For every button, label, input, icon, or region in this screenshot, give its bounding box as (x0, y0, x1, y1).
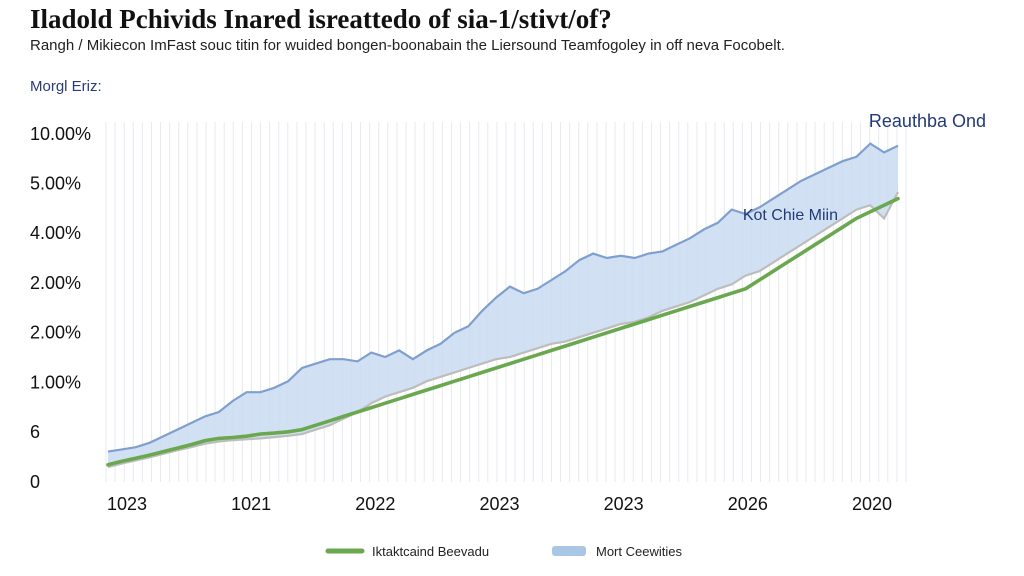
x-tick-label: 2022 (355, 494, 395, 514)
y-tick-label: 5.00% (30, 173, 81, 193)
x-tick-label: 2020 (852, 494, 892, 514)
chart-subtitle: Rangh / Mikiecon ImFast souc titin for w… (30, 37, 785, 54)
panel-label: Morgl Eriz: (30, 78, 102, 95)
series-lines (106, 142, 900, 469)
y-tick-label: 10.00% (30, 124, 91, 144)
legend-label: Mort Ceewities (596, 544, 682, 559)
series-line-upper (107, 142, 899, 453)
chart-title: Iladold Pchivids Inared isreattedo of si… (30, 4, 612, 34)
series-line-main (106, 196, 900, 467)
y-axis-ticks: 10.00% 5.00% 4.00% 2.00% 2.00% 1.00% 6 0 (30, 124, 91, 492)
y-tick-label: 4.00% (30, 223, 81, 243)
y-tick-label: 2.00% (30, 273, 81, 293)
y-tick-label: 2.00% (30, 323, 81, 343)
y-tick-label: 0 (30, 472, 40, 492)
legend-swatch-band (552, 546, 586, 556)
series-line-lower (107, 191, 899, 469)
x-tick-label: 2023 (479, 494, 519, 514)
x-tick-label: 1023 (107, 494, 147, 514)
x-tick-label: 2026 (728, 494, 768, 514)
area-fill (108, 143, 898, 467)
x-tick-label: 2023 (604, 494, 644, 514)
y-tick-label: 6 (30, 422, 40, 442)
legend: Iktaktcaind Beevadu Mort Ceewities (325, 544, 682, 559)
annotation-label: Kot Chie Miin (743, 207, 838, 224)
x-axis-ticks: 1023 1021 2022 2023 2023 2026 2020 (107, 494, 892, 514)
annotations: Reauthba Ond Kot Chie Miin (743, 111, 986, 224)
y-tick-label: 1.00% (30, 372, 81, 392)
legend-label: Iktaktcaind Beevadu (372, 544, 489, 559)
annotation-label: Reauthba Ond (869, 111, 986, 131)
x-tick-label: 1021 (231, 494, 271, 514)
area-band (108, 143, 898, 467)
